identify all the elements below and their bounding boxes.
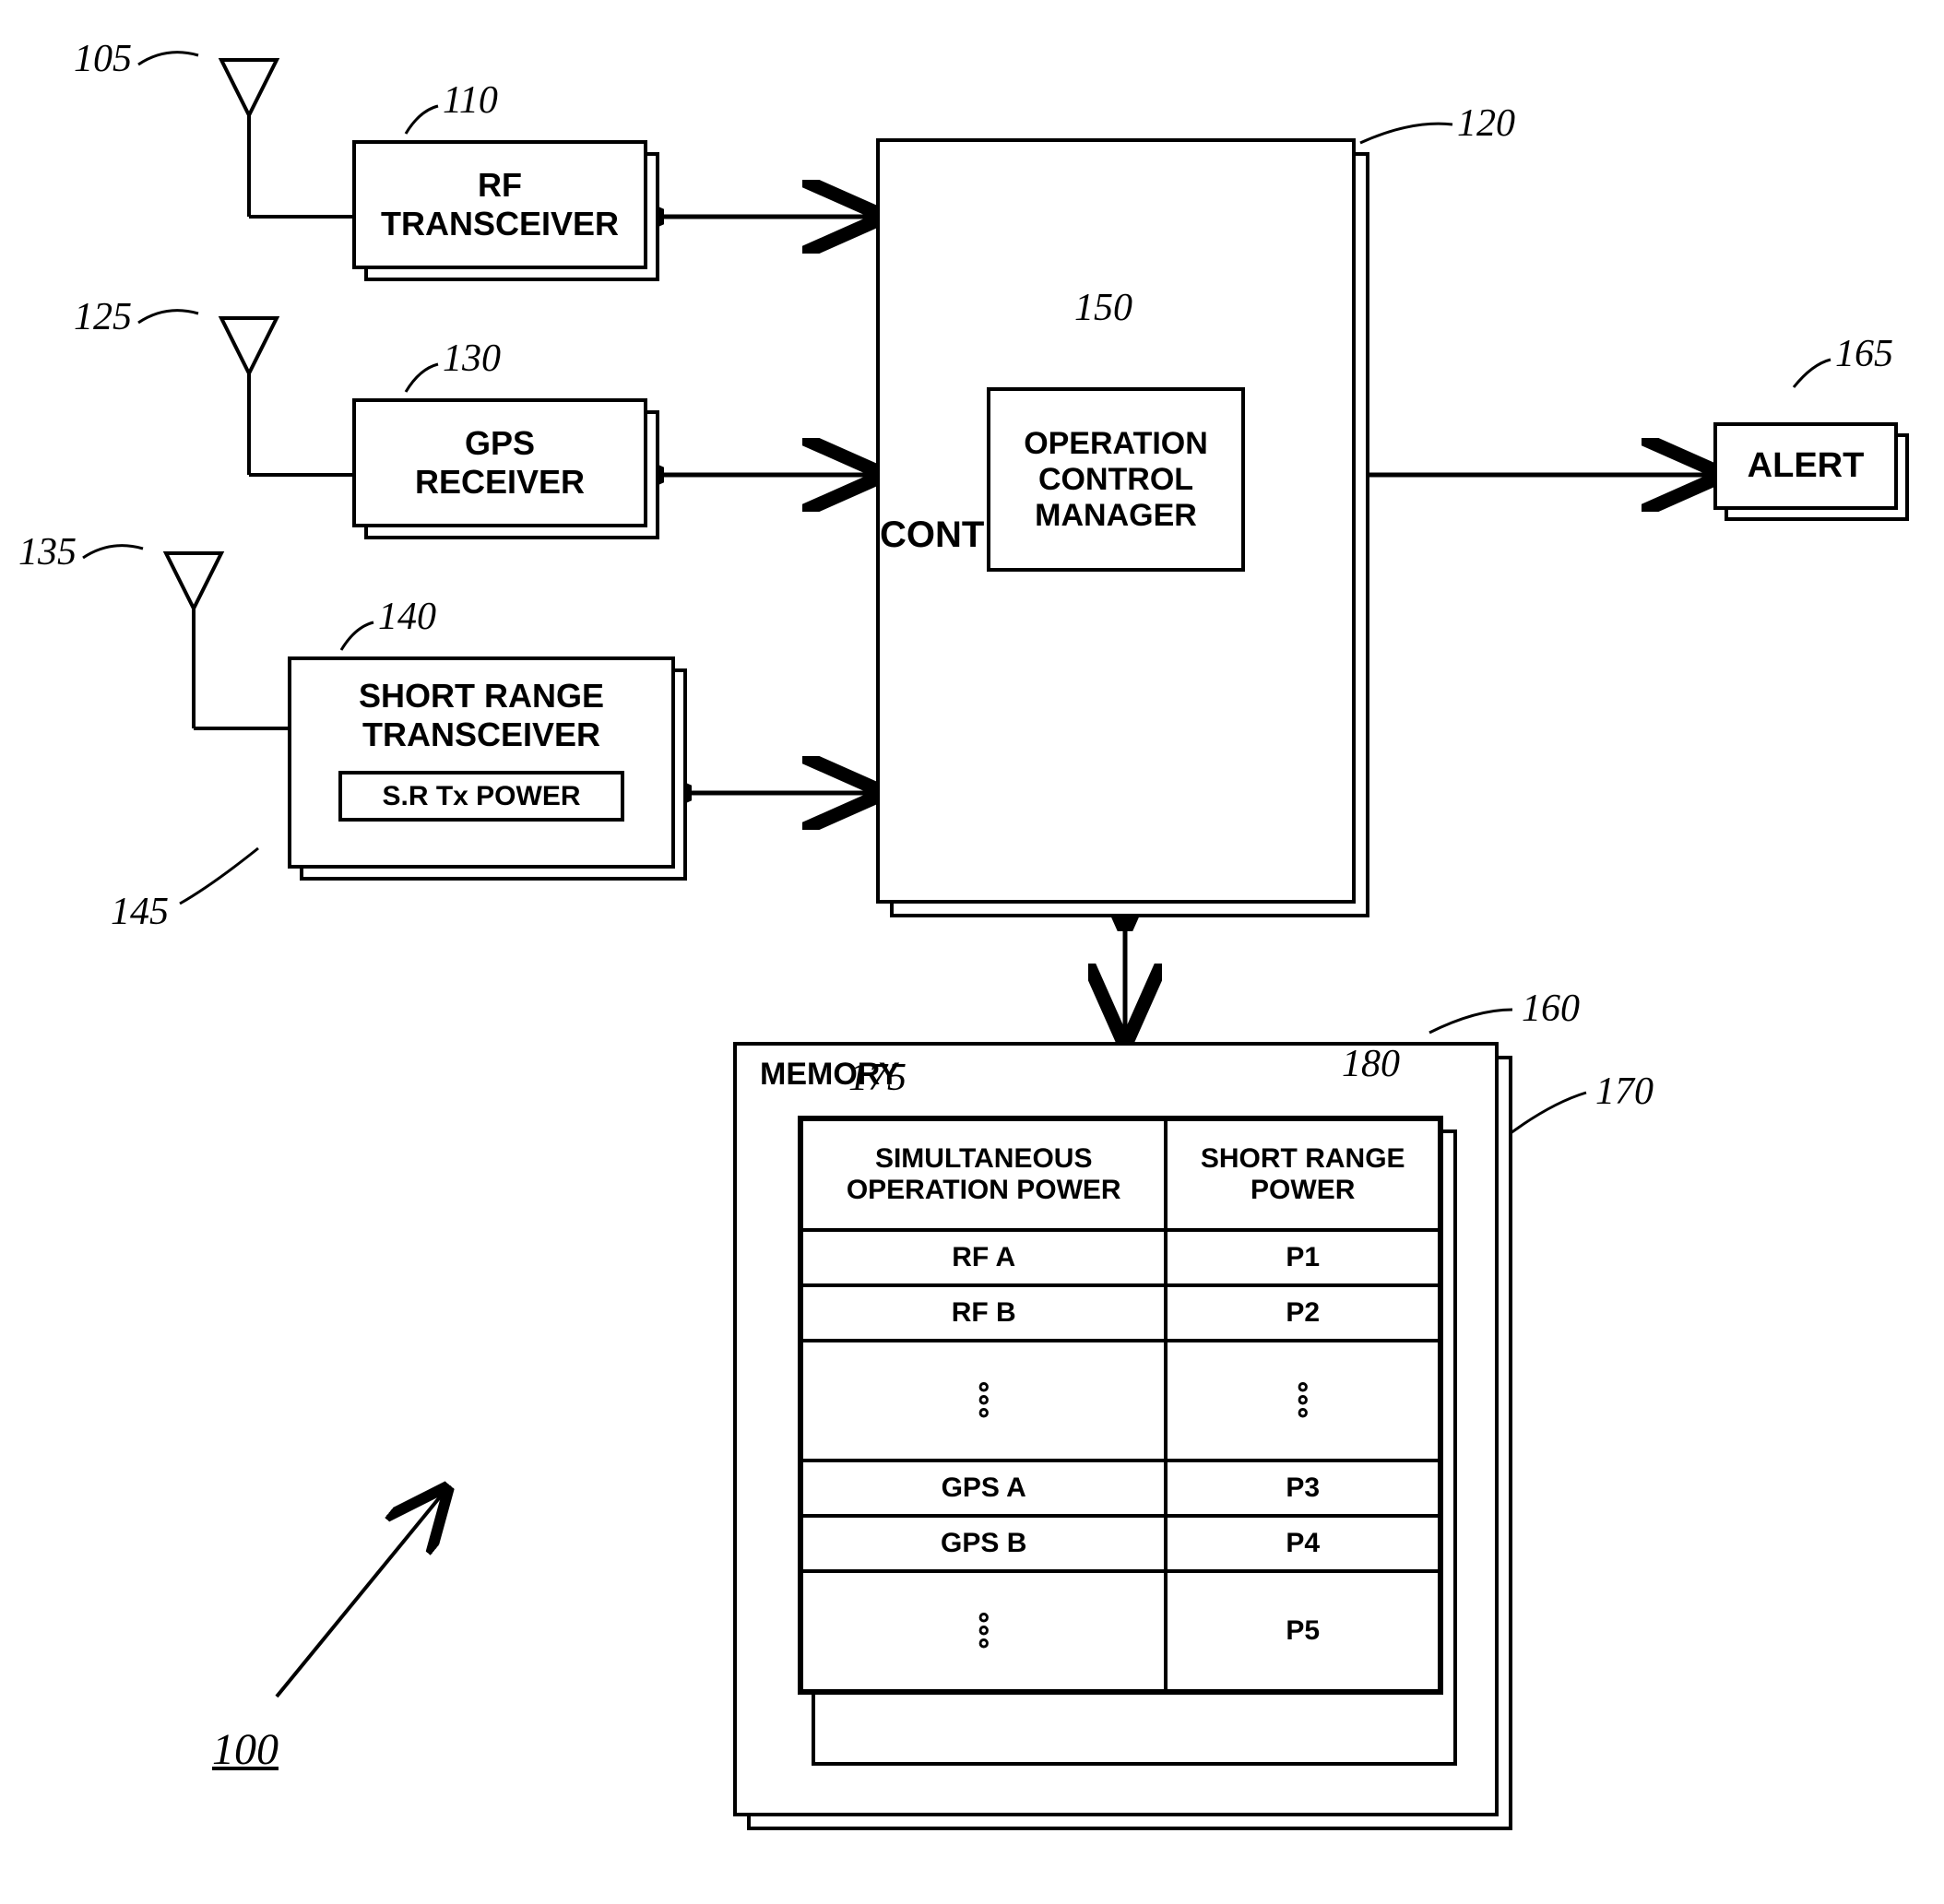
table-row: ∘∘∘: [1166, 1341, 1440, 1461]
ref-170: 170: [1595, 1070, 1654, 1114]
table-row: ∘∘∘: [801, 1571, 1166, 1691]
ref-140: 140: [378, 595, 436, 639]
ref-125: 125: [74, 295, 132, 339]
table-row: ∘∘∘: [801, 1341, 1166, 1461]
ref-135: 135: [18, 530, 77, 574]
alert-block: ALERT: [1713, 422, 1898, 510]
table-row: P3: [1166, 1461, 1440, 1516]
table-row: RF A: [801, 1230, 1166, 1285]
table-row: P2: [1166, 1285, 1440, 1341]
gps-receiver-block: GPS RECEIVER: [352, 398, 647, 527]
table-row: GPS A: [801, 1461, 1166, 1516]
ref-180: 180: [1342, 1042, 1400, 1086]
ref-160: 160: [1522, 987, 1580, 1031]
ref-130: 130: [443, 337, 501, 381]
table-row: P5: [1166, 1571, 1440, 1691]
ref-150: 150: [1074, 286, 1132, 330]
table-row: P1: [1166, 1230, 1440, 1285]
diagram-canvas: RF TRANSCEIVER GPS RECEIVER SHORT RANGE …: [0, 0, 1944, 1904]
ref-145: 145: [111, 890, 169, 934]
table-row: P4: [1166, 1516, 1440, 1571]
ref-105: 105: [74, 37, 132, 81]
operation-control-manager-block: OPERATION CONTROL MANAGER: [987, 387, 1245, 572]
ref-165: 165: [1835, 332, 1893, 376]
rf-transceiver-block: RF TRANSCEIVER: [352, 140, 647, 269]
table-header-col1: SIMULTANEOUS OPERATION POWER: [801, 1119, 1166, 1230]
ref-120: 120: [1457, 101, 1515, 146]
table-header-col2: SHORT RANGE POWER: [1166, 1119, 1440, 1230]
short-range-transceiver-block: SHORT RANGE TRANSCEIVER S.R Tx POWER: [288, 656, 675, 869]
sr-tx-power-block: S.R Tx POWER: [338, 771, 624, 822]
sr-label: SHORT RANGE TRANSCEIVER: [359, 677, 604, 754]
ref-110: 110: [443, 78, 498, 123]
power-table: SIMULTANEOUS OPERATION POWER SHORT RANGE…: [798, 1116, 1443, 1695]
table-row: GPS B: [801, 1516, 1166, 1571]
ref-175: 175: [848, 1056, 907, 1100]
ref-100: 100: [212, 1724, 279, 1775]
table-row: RF B: [801, 1285, 1166, 1341]
